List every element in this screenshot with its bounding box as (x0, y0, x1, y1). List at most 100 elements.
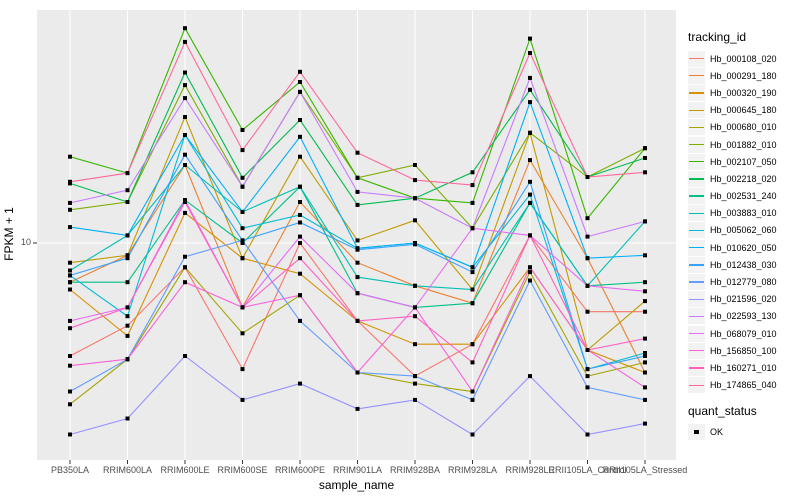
point-marker (413, 381, 417, 386)
legend-key-swatch (688, 84, 705, 101)
legend-key-swatch (688, 342, 705, 359)
point-marker (298, 89, 302, 94)
point-marker (528, 100, 532, 105)
legend-item: Hb_005062_060 (688, 222, 800, 239)
legend-item: Hb_002218_020 (688, 170, 800, 187)
point-marker (585, 175, 590, 179)
legend-item-label: OK (710, 427, 724, 438)
legend-item: Hb_160271_010 (688, 359, 800, 376)
legend-key-swatch (688, 188, 705, 205)
legend-item-label: Hb_000291_180 (710, 70, 777, 81)
point-marker (470, 200, 475, 205)
legend-title-tracking-id: tracking_id (688, 30, 747, 44)
point-marker (298, 184, 302, 189)
legend-item: Hb_002531_240 (688, 188, 800, 205)
point-marker (183, 265, 187, 270)
point-marker (298, 318, 302, 323)
point-marker (68, 200, 72, 205)
point-marker (643, 336, 647, 341)
legend-item-label: Hb_002531_240 (710, 191, 777, 202)
legend-key-swatch (688, 170, 705, 187)
legend-key-swatch (688, 153, 705, 170)
point-marker (355, 175, 360, 180)
point-marker (298, 118, 302, 122)
point-marker (183, 70, 187, 75)
point-marker (413, 218, 417, 223)
point-marker (240, 397, 245, 402)
point-marker (643, 360, 647, 365)
point-marker (643, 280, 647, 285)
point-marker (585, 374, 590, 379)
legend-line-icon (689, 75, 704, 77)
point-marker (68, 326, 72, 331)
legend-line-icon (689, 350, 704, 352)
point-marker (68, 318, 72, 323)
legend-line-icon (689, 264, 704, 266)
point-marker (585, 283, 590, 288)
x-tick-label: RRIM600SE (217, 465, 268, 475)
point-marker (585, 234, 590, 239)
legend-key-swatch (688, 119, 705, 136)
legend-item-label: Hb_001882_010 (710, 139, 777, 150)
legend-key-swatch (688, 377, 705, 394)
point-marker (240, 331, 245, 336)
point-marker (240, 305, 245, 310)
point-marker (183, 115, 187, 119)
legend-item: Hb_174865_040 (688, 377, 800, 394)
point-marker (68, 363, 72, 368)
x-tick-label: RRII105LA_Control (548, 465, 627, 475)
point-marker (643, 397, 647, 402)
point-marker (585, 385, 590, 390)
point-marker (643, 289, 647, 294)
point-marker (125, 253, 130, 258)
legend-item: Hb_012438_030 (688, 256, 800, 273)
point-marker (183, 133, 187, 137)
point-marker (585, 216, 590, 221)
x-tick-label: RRII105LA_Stressed (602, 465, 688, 475)
legend-item-label: Hb_003883_010 (710, 208, 777, 219)
legend-key-swatch (688, 424, 705, 441)
point-marker (528, 87, 532, 92)
point-marker (68, 280, 72, 285)
legend: tracking_id Hb_000108_020 Hb_000291_180 Hb… (688, 30, 800, 441)
point-marker (68, 260, 72, 265)
point-marker (470, 170, 475, 175)
legend-item: Hb_001882_010 (688, 136, 800, 153)
point-marker (528, 158, 532, 163)
point-marker (413, 305, 417, 310)
legend-line-icon (689, 161, 704, 163)
point-marker (528, 270, 532, 275)
point-marker (470, 389, 475, 394)
point-marker (125, 280, 130, 285)
legend-line-icon (689, 298, 704, 300)
point-marker (355, 247, 360, 252)
legend-item-label: Hb_021596_020 (710, 294, 777, 305)
legend-item-label: Hb_156850_100 (710, 345, 777, 356)
point-marker (470, 226, 475, 231)
legend-item: Hb_000320_190 (688, 84, 800, 101)
legend-key-swatch (688, 239, 705, 256)
point-marker (355, 189, 360, 194)
point-marker (470, 397, 475, 402)
point-marker (643, 309, 647, 314)
legend-key-swatch (688, 205, 705, 222)
legend-line-icon (689, 212, 704, 214)
point-marker (585, 256, 590, 261)
legend-key-swatch (688, 67, 705, 84)
point-marker (240, 148, 245, 153)
legend-item: Hb_002107_050 (688, 153, 800, 170)
point-marker (240, 184, 245, 189)
point-marker (298, 241, 302, 245)
point-marker (68, 154, 72, 159)
point-marker (183, 280, 187, 285)
legend-item-label: Hb_174865_040 (710, 380, 777, 391)
point-marker (298, 220, 302, 225)
point-marker (240, 367, 245, 372)
legend-item: Hb_003883_010 (688, 205, 800, 222)
point-marker (528, 179, 532, 184)
point-marker (240, 241, 245, 245)
point-marker (125, 200, 130, 204)
point-marker (643, 421, 647, 426)
point-marker (298, 293, 302, 298)
